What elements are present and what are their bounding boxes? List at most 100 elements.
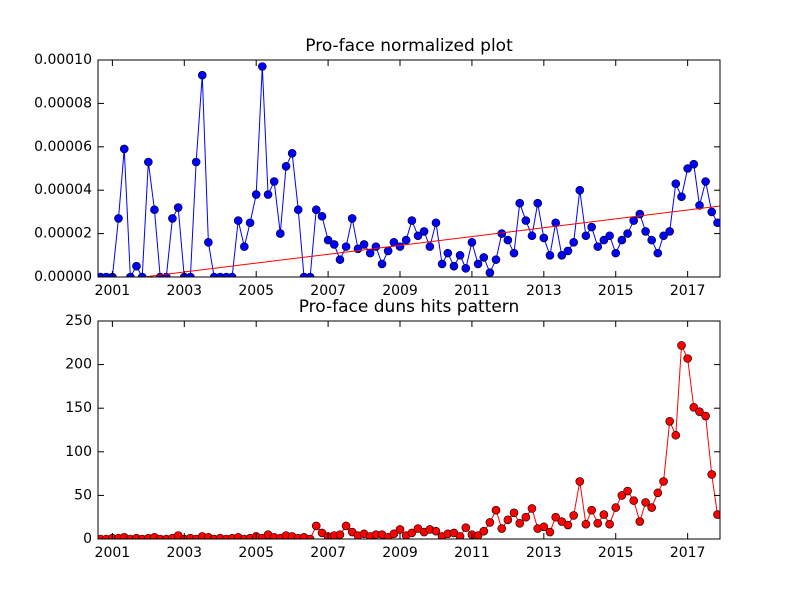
- data-point: [527, 504, 537, 513]
- data-point: [137, 272, 147, 277]
- data-point: [611, 503, 621, 512]
- x-tick-label: 2017: [670, 545, 706, 561]
- data-point: [383, 246, 393, 256]
- data-point: [515, 198, 525, 208]
- x-tick-label: 2007: [310, 545, 346, 561]
- data-point: [713, 218, 720, 228]
- x-tick-label: 2001: [95, 283, 131, 299]
- data-point: [491, 505, 501, 515]
- x-tick-label: 2015: [598, 283, 634, 299]
- data-point: [497, 524, 507, 533]
- data-point: [587, 222, 596, 232]
- plot-area: [98, 341, 720, 539]
- data-point: [563, 246, 573, 256]
- data-point: [641, 227, 650, 236]
- data-point: [305, 534, 315, 539]
- data-point: [623, 486, 632, 496]
- y-tick-label: 0.00006: [34, 139, 92, 155]
- data-point: [407, 528, 417, 538]
- data-point: [491, 255, 501, 264]
- x-tick-label: 2013: [526, 545, 562, 561]
- data-point: [623, 229, 632, 238]
- data-point: [689, 403, 699, 412]
- axes-frame: [97, 320, 721, 540]
- data-point: [347, 214, 357, 223]
- y-tick-label: 50: [74, 487, 92, 503]
- data-point: [707, 207, 717, 217]
- data-point: [647, 235, 656, 245]
- data-point: [335, 255, 345, 264]
- data-point: [197, 70, 207, 80]
- y-tick-label: 0.00002: [34, 226, 92, 242]
- data-point: [569, 237, 578, 247]
- data-point: [431, 218, 441, 228]
- data-point: [258, 62, 267, 71]
- data-point: [605, 231, 614, 241]
- y-tick-label: 200: [65, 357, 92, 373]
- data-point: [653, 488, 663, 498]
- data-point: [311, 205, 321, 215]
- data-point: [168, 214, 177, 223]
- data-point: [479, 526, 489, 536]
- data-point: [263, 190, 273, 199]
- data-point: [311, 521, 321, 531]
- x-tick-label: 2007: [310, 283, 346, 299]
- trend-line: [139, 205, 720, 277]
- data-point: [317, 211, 327, 221]
- data-point: [204, 237, 213, 247]
- data-point: [119, 144, 129, 154]
- x-tick-label: 2003: [166, 283, 202, 299]
- x-tick-label: 2005: [238, 283, 274, 299]
- data-point: [563, 520, 573, 530]
- data-point: [653, 248, 663, 258]
- data-point: [443, 248, 453, 258]
- data-point: [425, 242, 435, 251]
- data-point: [461, 264, 471, 273]
- data-point: [671, 179, 681, 188]
- data-point: [419, 227, 429, 236]
- data-point: [305, 272, 315, 277]
- data-point: [503, 515, 513, 525]
- data-point: [485, 518, 495, 527]
- data-point: [635, 209, 645, 219]
- data-point: [251, 190, 261, 199]
- data-point: [581, 519, 591, 529]
- data-point: [377, 259, 387, 269]
- data-point: [545, 527, 555, 537]
- data-point: [521, 216, 531, 225]
- data-point: [533, 198, 543, 208]
- y-tick-label: 100: [65, 444, 92, 460]
- data-point: [545, 251, 555, 260]
- data-point: [365, 248, 375, 258]
- data-point: [599, 510, 609, 519]
- x-tick-label: 2015: [598, 545, 634, 561]
- x-tick-label: 2017: [670, 283, 706, 299]
- data-point: [335, 530, 345, 539]
- y-tick-label: 0: [83, 531, 92, 547]
- data-point: [473, 531, 483, 539]
- data-point: [707, 470, 717, 479]
- data-point: [557, 251, 567, 260]
- data-point: [527, 231, 537, 241]
- data-point: [581, 231, 591, 241]
- data-point: [629, 216, 639, 225]
- x-tick-label: 2011: [454, 545, 490, 561]
- data-point: [695, 201, 704, 210]
- data-point: [455, 532, 465, 539]
- data-point: [665, 227, 674, 236]
- data-point: [341, 521, 351, 531]
- data-point: [132, 261, 141, 271]
- data-point: [407, 216, 417, 225]
- x-tick-label: 2001: [95, 545, 131, 561]
- data-point: [186, 272, 195, 277]
- y-tick-label: 0.00008: [34, 95, 92, 111]
- y-tick-label: 0.00004: [34, 182, 92, 198]
- x-tick-label: 2011: [454, 283, 490, 299]
- data-point: [269, 177, 279, 186]
- data-point: [449, 261, 459, 271]
- data-point: [665, 416, 674, 426]
- data-point: [629, 496, 639, 505]
- data-point: [695, 407, 704, 416]
- data-point: [635, 517, 645, 526]
- data-point: [569, 511, 578, 520]
